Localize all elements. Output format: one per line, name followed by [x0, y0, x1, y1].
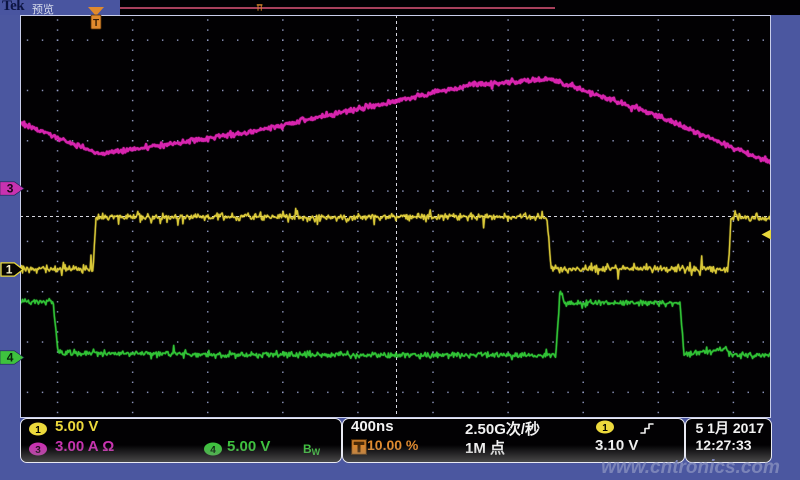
svg-text:3: 3: [7, 181, 14, 195]
svg-text:T: T: [93, 18, 99, 29]
svg-text:1: 1: [602, 423, 608, 434]
svg-text:1: 1: [35, 425, 41, 436]
svg-text:3: 3: [35, 445, 41, 456]
svg-text:1: 1: [6, 262, 13, 276]
svg-text:4: 4: [210, 445, 216, 456]
svg-text:4: 4: [7, 350, 14, 364]
